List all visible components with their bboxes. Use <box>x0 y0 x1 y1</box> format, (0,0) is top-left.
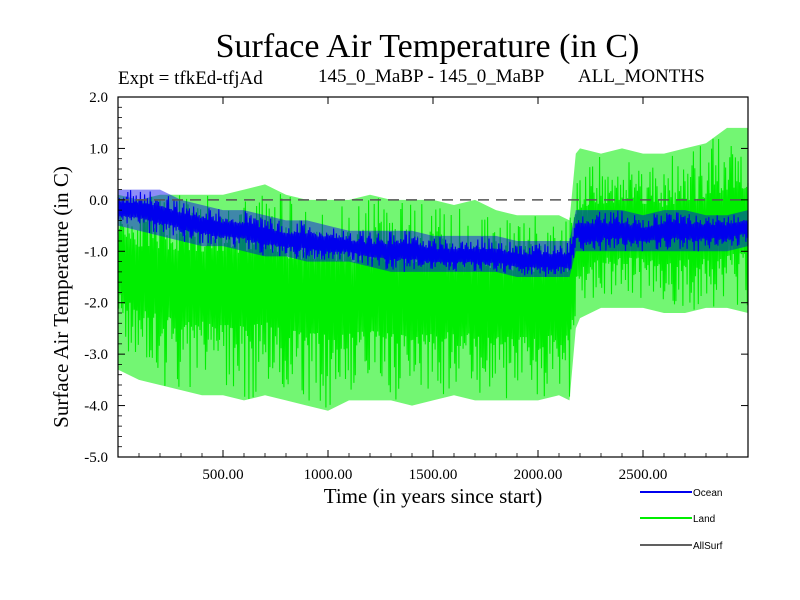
y-tick-label: 2.0 <box>89 90 108 106</box>
x-tick-label: 1000.00 <box>304 467 353 483</box>
y-tick-label: -5.0 <box>84 450 108 466</box>
y-tick-label: -1.0 <box>84 244 108 260</box>
ocean-envelope <box>118 189 748 277</box>
y-tick-label: -4.0 <box>84 399 108 415</box>
x-tick-label: 500.00 <box>202 467 243 483</box>
legend-land-label: Land <box>693 514 715 525</box>
period-label: 145_0_MaBP - 145_0_MaBP <box>318 66 545 87</box>
months-label: ALL_MONTHS <box>578 66 705 87</box>
x-tick-label: 2500.00 <box>619 467 668 483</box>
ocean-series-line <box>117 190 749 277</box>
legend: Ocean Land AllSurf <box>640 488 723 552</box>
land-series-line <box>117 138 749 408</box>
experiment-label: Expt = tfkEd-tfjAd <box>118 68 263 89</box>
y-tick-label: 1.0 <box>89 141 108 157</box>
legend-ocean-label: Ocean <box>693 488 722 499</box>
series-layer <box>117 127 749 411</box>
y-tick-label: 0.0 <box>89 193 108 209</box>
x-axis-label: Time (in years since start) <box>324 484 543 508</box>
y-tick-label: -3.0 <box>84 347 108 363</box>
axis-ticks: 500.00 1000.00 1500.00 2000.00 2500.00 2.0 1.0… <box>84 90 748 483</box>
y-axis-label: Surface Air Temperature (in C) <box>49 166 73 428</box>
x-tick-label: 2000.00 <box>514 467 563 483</box>
legend-allsurf-label: AllSurf <box>693 541 723 552</box>
chart-title: Surface Air Temperature (in C) <box>215 28 640 65</box>
x-tick-label: 1500.00 <box>409 467 458 483</box>
y-tick-label: -2.0 <box>84 296 108 312</box>
